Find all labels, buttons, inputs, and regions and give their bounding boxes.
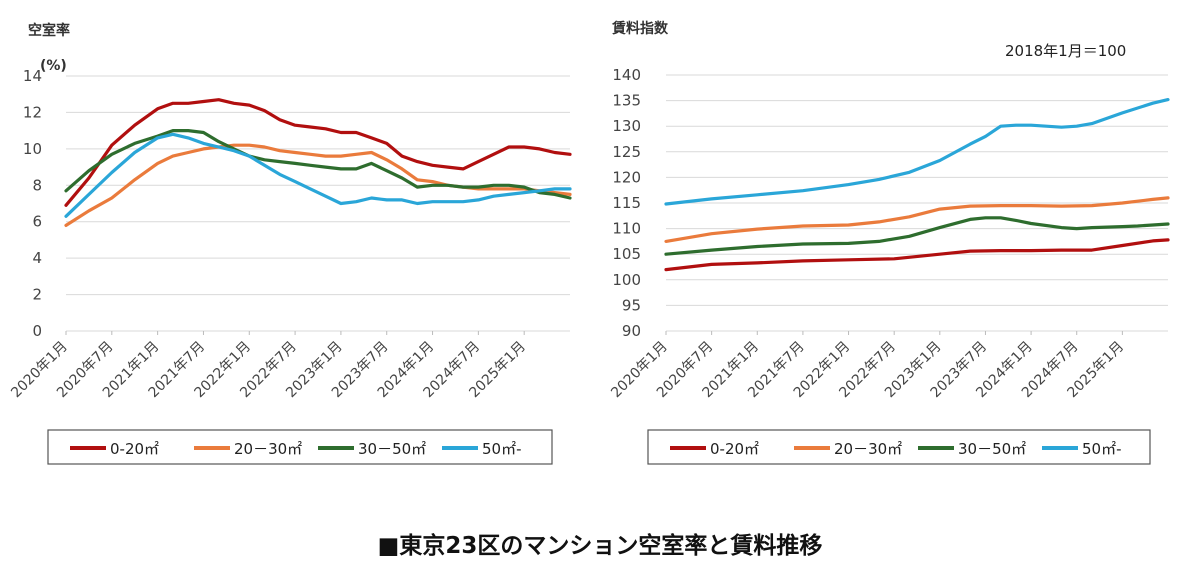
vacancy-legend-label: 0-20㎡ <box>110 440 159 458</box>
rent-y-tick-label: 130 <box>612 117 641 135</box>
vacancy-y-tick-label: 12 <box>23 103 42 121</box>
rent-y-tick-label: 95 <box>622 296 641 314</box>
rent-gridlines <box>666 74 1168 332</box>
vacancy-y-tick-labels: 0 2 4 6 8 10 12 14 <box>23 67 42 340</box>
vacancy-legend: 0-20㎡ 20－30㎡ 30－50㎡ 50㎡- <box>70 440 522 458</box>
rent-y-tick-label: 90 <box>622 322 641 340</box>
vacancy-legend-label: 20－30㎡ <box>234 440 302 458</box>
vacancy-series-line-1 <box>64 98 572 207</box>
rent-series-lines <box>664 97 1170 272</box>
rent-y-tick-label: 105 <box>612 245 641 263</box>
rent-series-line-4 <box>664 97 1170 206</box>
rent-x-tick-labels: 2020年1月2020年7月2021年1月2021年7月2022年1月2022年… <box>608 331 1127 401</box>
figure-caption: ■東京23区のマンション空室率と賃料推移 <box>377 533 823 559</box>
rent-series-line-3 <box>664 216 1170 256</box>
rent-legend: 0-20㎡ 20－30㎡ 30－50㎡ 50㎡- <box>670 440 1122 458</box>
vacancy-x-tick-labels: 2020年1月2020年7月2021年1月2021年7月2022年1月2022年… <box>8 331 529 401</box>
vacancy-legend-label: 50㎡- <box>482 440 522 458</box>
vacancy-series-lines <box>64 98 572 227</box>
vacancy-series-line-4 <box>64 132 572 218</box>
vacancy-series-line-3 <box>64 129 572 200</box>
vacancy-series-line-2 <box>64 143 572 227</box>
rent-chart-title: 賃料指数 <box>611 20 669 37</box>
rent-y-tick-label: 100 <box>612 271 641 289</box>
vacancy-rate-chart: 空室率 (%) 0 2 4 6 8 10 12 14 2020年1月2020年7月2021年1… <box>8 22 572 465</box>
rent-legend-label: 0-20㎡ <box>710 440 759 458</box>
rent-series-line-1 <box>664 238 1170 272</box>
vacancy-y-tick-label: 14 <box>23 67 42 85</box>
vacancy-y-tick-label: 6 <box>32 213 42 231</box>
vacancy-y-tick-label: 10 <box>23 140 42 158</box>
rent-y-tick-label: 135 <box>612 92 641 110</box>
rent-legend-label: 20－30㎡ <box>834 440 902 458</box>
rent-y-tick-label: 125 <box>612 143 641 161</box>
rent-y-tick-label: 140 <box>612 66 641 84</box>
rent-base-annotation: 2018年1月＝100 <box>1005 42 1126 60</box>
rent-index-chart: 賃料指数 2018年1月＝100 90 95 100 105 110 115 120 125 1… <box>608 20 1170 465</box>
vacancy-y-axis-label: (%) <box>40 58 67 74</box>
rent-legend-box <box>647 429 1151 465</box>
rent-y-tick-label: 110 <box>612 220 641 238</box>
vacancy-gridlines <box>66 75 570 332</box>
rent-legend-label: 50㎡- <box>1082 440 1122 458</box>
rent-y-tick-label: 120 <box>612 168 641 186</box>
rent-series-line-2 <box>664 196 1170 243</box>
rent-y-tick-labels: 90 95 100 105 110 115 120 125 130 135 140 <box>612 66 641 340</box>
vacancy-legend-label: 30－50㎡ <box>358 440 426 458</box>
vacancy-y-tick-label: 2 <box>32 286 42 304</box>
vacancy-y-tick-label: 0 <box>32 322 42 340</box>
rent-y-tick-label: 115 <box>612 194 641 212</box>
vacancy-y-tick-label: 4 <box>32 249 42 267</box>
vacancy-y-tick-label: 8 <box>32 176 42 194</box>
rent-legend-label: 30－50㎡ <box>958 440 1026 458</box>
vacancy-chart-title: 空室率 <box>28 22 70 39</box>
vacancy-legend-box <box>47 429 553 465</box>
